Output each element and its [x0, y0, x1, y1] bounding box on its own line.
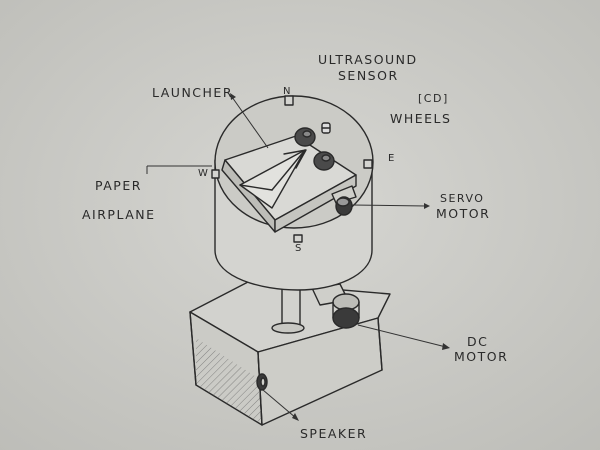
speaker	[256, 373, 268, 391]
label-servo-motor-line2: MOTOR	[436, 206, 491, 221]
wheels	[294, 127, 335, 171]
compass-south: S	[295, 243, 302, 254]
dc-arrow	[357, 324, 450, 350]
label-launcher: LAUNCHER	[152, 85, 234, 100]
ultrasound-sensor	[321, 122, 331, 134]
dc-motor	[311, 283, 360, 329]
label-ultrasound-sensor-line1: ULTRASOUND	[318, 52, 418, 67]
servo-motor	[331, 185, 357, 216]
launcher-arrow	[230, 93, 269, 149]
compass-west: W	[198, 168, 208, 179]
label-ultrasound-sensor-line2: SENSOR	[338, 68, 399, 83]
label-paper-airplane-line2: AIRPLANE	[82, 207, 156, 222]
label-servo-motor-line1: SERVO	[440, 192, 485, 205]
servo-arrow	[351, 203, 430, 209]
paper-arrow	[146, 165, 212, 174]
label-wheels: WHEELS	[390, 111, 452, 126]
label-dc-motor-line1: DC	[467, 334, 489, 349]
speaker-arrow	[262, 389, 299, 421]
compass-east: E	[388, 153, 395, 164]
label-speaker: SPEAKER	[300, 426, 368, 441]
compass-ticks	[211, 95, 373, 243]
label-dc-motor-line2: MOTOR	[454, 349, 509, 364]
compass-north: N	[283, 86, 291, 97]
label-cd: [CD]	[418, 92, 449, 105]
label-paper-airplane-line1: PAPER	[95, 178, 142, 193]
shaft	[271, 284, 305, 334]
